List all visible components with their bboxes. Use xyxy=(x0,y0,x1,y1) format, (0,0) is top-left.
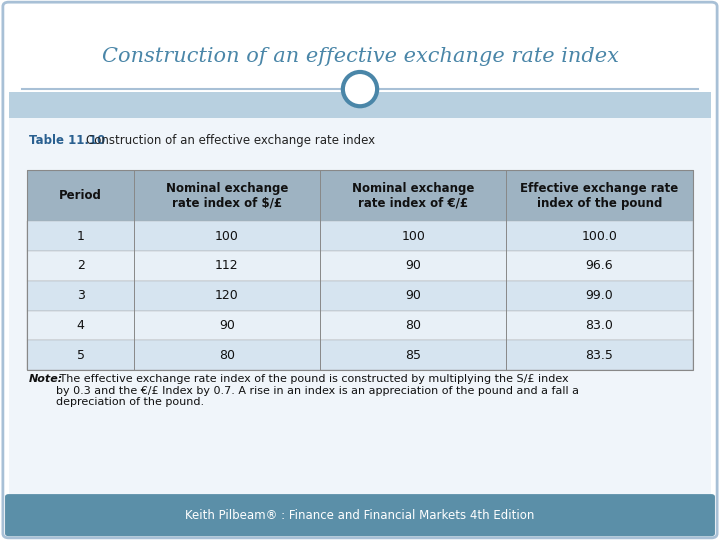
Text: 100.0: 100.0 xyxy=(582,230,618,243)
Text: 96.6: 96.6 xyxy=(585,259,613,273)
Text: 112: 112 xyxy=(215,259,239,273)
Text: Effective exchange rate
index of the pound: Effective exchange rate index of the pou… xyxy=(521,182,679,210)
Text: 83.0: 83.0 xyxy=(585,319,613,332)
Text: Table 11.10: Table 11.10 xyxy=(29,134,105,147)
Text: Nominal exchange
rate index of $/£: Nominal exchange rate index of $/£ xyxy=(166,182,288,210)
Text: Construction of an effective exchange rate index: Construction of an effective exchange ra… xyxy=(102,47,618,66)
Text: 99.0: 99.0 xyxy=(585,289,613,302)
Text: 5: 5 xyxy=(76,348,84,362)
Text: 83.5: 83.5 xyxy=(585,348,613,362)
Text: 100: 100 xyxy=(401,230,425,243)
Text: 1: 1 xyxy=(76,230,84,243)
Circle shape xyxy=(343,72,377,106)
Text: Nominal exchange
rate index of €/£: Nominal exchange rate index of €/£ xyxy=(352,182,474,210)
Text: Keith Pilbeam® : Finance and Financial Markets 4th Edition: Keith Pilbeam® : Finance and Financial M… xyxy=(185,509,535,522)
Text: 90: 90 xyxy=(405,289,421,302)
Text: 3: 3 xyxy=(76,289,84,302)
Text: Period: Period xyxy=(59,189,102,202)
Text: 120: 120 xyxy=(215,289,239,302)
Text: 85: 85 xyxy=(405,348,421,362)
Text: 4: 4 xyxy=(76,319,84,332)
Text: 80: 80 xyxy=(219,348,235,362)
Text: 2: 2 xyxy=(76,259,84,273)
Text: Note:: Note: xyxy=(29,374,63,384)
Text: 100: 100 xyxy=(215,230,239,243)
Text: 90: 90 xyxy=(405,259,421,273)
Text: The effective exchange rate index of the pound is constructed by multiplying the: The effective exchange rate index of the… xyxy=(56,374,579,407)
Text: 80: 80 xyxy=(405,319,421,332)
Text: 90: 90 xyxy=(219,319,235,332)
Text: Construction of an effective exchange rate index: Construction of an effective exchange ra… xyxy=(86,134,376,147)
